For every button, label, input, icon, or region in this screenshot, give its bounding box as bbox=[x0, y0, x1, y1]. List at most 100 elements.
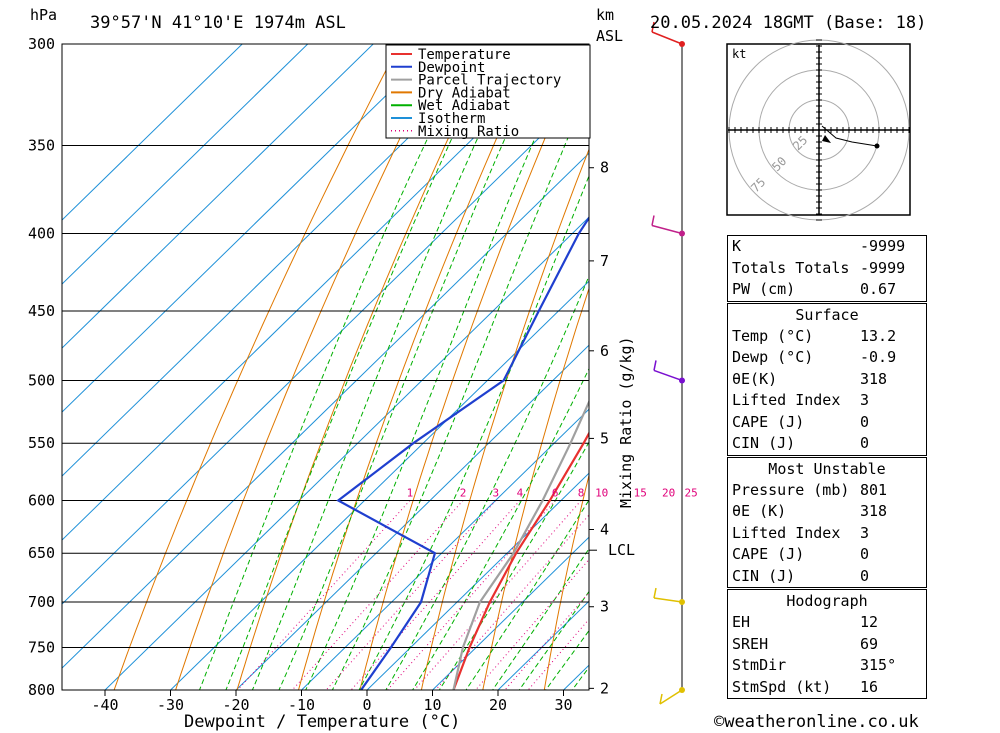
mixing-ratio-axis-label: Mixing Ratio (g/kg) bbox=[617, 336, 635, 508]
km-tick-label: 2 bbox=[600, 679, 609, 697]
pressure-tick-label: 700 bbox=[28, 593, 55, 611]
km-tick-label: 3 bbox=[600, 598, 609, 616]
mixing-ratio-labels: 1 2 3 4 6 8 10 15 20 25 bbox=[407, 487, 698, 500]
most-unstable-row: Pressure (mb) 801 bbox=[732, 480, 888, 499]
surface-row: Lifted Index 3 bbox=[732, 391, 870, 409]
x-tick-label: -20 bbox=[222, 696, 249, 714]
mixing-ratio-tick-label: 1 bbox=[407, 487, 414, 500]
wind-barb-shaft bbox=[653, 369, 683, 382]
dry-adiabat-line bbox=[543, 473, 589, 690]
wind-barb-flag bbox=[651, 21, 655, 33]
dry-adiabat-line bbox=[974, 0, 1000, 706]
hodograph-stats-row: StmSpd (kt) 16 bbox=[732, 677, 879, 696]
hodograph-stats-row: StmDir 315° bbox=[732, 656, 897, 674]
mixing-ratio-line bbox=[474, 558, 589, 690]
legend-label: Isotherm bbox=[418, 111, 485, 127]
isotherm-line bbox=[62, 44, 243, 221]
hodograph-stats-title: Hodograph bbox=[786, 592, 868, 610]
x-tick-label: 0 bbox=[362, 696, 371, 714]
wind-barb-flag bbox=[653, 360, 657, 371]
x-tick-label: -30 bbox=[157, 696, 184, 714]
km-tick-label: 5 bbox=[600, 429, 609, 447]
lcl-label: LCL bbox=[608, 541, 635, 559]
mixing-ratio-line bbox=[504, 591, 589, 690]
pressure-tick-label: 300 bbox=[28, 35, 55, 53]
wind-barb-flag bbox=[651, 215, 655, 226]
dewpoint-line bbox=[336, 215, 589, 690]
storm-motion-marker bbox=[822, 135, 831, 143]
surface-block: Surface Temp (°C) 13.2 Dewp (°C) -0.9 θE(K… bbox=[727, 302, 927, 456]
hodograph-unit-label: kt bbox=[732, 47, 746, 61]
isotherm-line bbox=[235, 344, 589, 690]
x-tick-label: 10 bbox=[423, 696, 441, 714]
pressure-tick-label: 750 bbox=[28, 638, 55, 656]
km-tick-label: 6 bbox=[600, 342, 609, 360]
pressure-tick-label: 650 bbox=[28, 544, 55, 562]
plot-frame bbox=[61, 43, 590, 691]
indices-block: K -9999 Totals Totals -9999 PW (cm) 0.67 bbox=[727, 235, 927, 302]
wet-adiabat-line bbox=[412, 367, 589, 690]
wet-adiabat-line bbox=[305, 44, 577, 690]
hodograph-trace bbox=[821, 125, 878, 147]
x-tick-label: -10 bbox=[288, 696, 315, 714]
most-unstable-row: CIN (J) 0 bbox=[732, 566, 870, 585]
pressure-tick-label: 550 bbox=[28, 434, 55, 452]
most-unstable-row: CAPE (J) 0 bbox=[732, 545, 870, 563]
mixing-ratio-line bbox=[413, 500, 582, 690]
copyright-text[interactable]: ©weatheronline.co.uk bbox=[714, 712, 919, 732]
location-title: 39°57'N 41°10'E 1974m ASL bbox=[90, 13, 346, 33]
km-tick-label: 4 bbox=[600, 521, 609, 539]
most-unstable-block: Most Unstable Pressure (mb) 801 θE (K) 318… bbox=[727, 456, 927, 588]
wind-barb-shaft bbox=[653, 597, 683, 603]
mixing-ratio-tick-label: 3 bbox=[492, 487, 499, 500]
hodograph-stats-block: Hodograph EH 12 SREH 69 StmDir 315° StmSpd … bbox=[727, 589, 927, 699]
most-unstable-row: θE (K) 318 bbox=[732, 502, 888, 520]
isotherm-line bbox=[62, 44, 374, 349]
x-tick-label: -40 bbox=[91, 696, 118, 714]
mixing-ratio-tick-label: 6 bbox=[552, 487, 559, 500]
x-tick-label: 20 bbox=[489, 696, 507, 714]
wet-adiabat-line bbox=[465, 499, 589, 690]
wet-adiabat-line bbox=[491, 547, 589, 690]
legend-box bbox=[385, 44, 591, 139]
mixing-ratio-tick-label: 2 bbox=[460, 487, 467, 500]
profile-lines bbox=[336, 215, 589, 690]
mixing-ratio-tick-label: 8 bbox=[578, 487, 585, 500]
legend-label: Dry Adiabat bbox=[418, 85, 511, 101]
surface-row: Temp (°C) 13.2 bbox=[732, 326, 897, 345]
wind-barb-shaft bbox=[659, 689, 683, 705]
legend-label: Dewpoint bbox=[418, 60, 485, 76]
mixing-ratio-line bbox=[386, 500, 556, 690]
mixing-ratio-tick-label: 20 bbox=[662, 487, 675, 500]
wind-barb-shaft bbox=[651, 31, 683, 45]
legend-label: Temperature bbox=[418, 47, 511, 63]
isotherm-line bbox=[366, 472, 589, 690]
pressure-tick-label: 350 bbox=[28, 137, 55, 155]
surface-row: CAPE (J) 0 bbox=[732, 412, 870, 431]
mixing-ratio-tick-label: 10 bbox=[595, 487, 608, 500]
pressure-tick-label: 500 bbox=[28, 371, 55, 389]
mixing-ratio-tick-label: 4 bbox=[517, 487, 524, 500]
wind-barb-flag bbox=[659, 693, 663, 705]
isotherm-line bbox=[431, 536, 589, 690]
temperature-line bbox=[452, 431, 589, 690]
isotherm-line bbox=[104, 216, 589, 690]
wind-barb-flag bbox=[653, 587, 657, 599]
axis-ticks: -40 -30 -20 -10 0 10 20 30 8 7 6 5 4 3 2 LCL bbox=[91, 159, 635, 714]
index-row: K -9999 bbox=[732, 237, 906, 255]
index-row: PW (cm) 0.67 bbox=[732, 280, 897, 298]
mixing-ratio-tick-label: 25 bbox=[684, 487, 697, 500]
isotherm-line bbox=[62, 44, 440, 413]
km-tick-label: 8 bbox=[600, 159, 609, 177]
hodograph-stats-row: EH 12 bbox=[732, 613, 879, 631]
surface-row: Dewp (°C) -0.9 bbox=[732, 348, 897, 366]
hodograph-stats-row: SREH 69 bbox=[732, 634, 879, 653]
pressure-tick-label: 450 bbox=[28, 302, 55, 320]
legend-label: Wet Adiabat bbox=[418, 98, 511, 114]
isotherm-line bbox=[62, 152, 589, 669]
mixing-ratio-line bbox=[434, 514, 589, 690]
surface-row: CIN (J) 0 bbox=[732, 434, 870, 452]
